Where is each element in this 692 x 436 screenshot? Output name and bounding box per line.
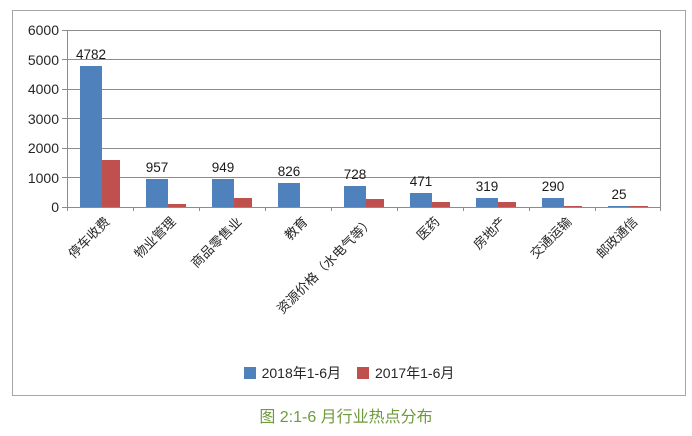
bar-value-label: 471 [409, 174, 433, 189]
category-label: 医药 [413, 214, 443, 244]
y-axis-tick [62, 177, 67, 178]
horizontal-gridline [67, 206, 661, 208]
x-axis-tick [265, 207, 266, 211]
bar-2018[interactable] [344, 186, 366, 207]
y-axis-tick-label: 6000 [27, 22, 59, 38]
bar-2017[interactable] [564, 206, 582, 207]
x-axis-tick [595, 207, 596, 211]
y-axis-tick-label: 4000 [27, 81, 59, 97]
category-label: 邮政通信 [593, 214, 641, 262]
category-label: 教育 [281, 214, 311, 244]
horizontal-gridline [67, 29, 661, 31]
bar-2018[interactable] [80, 66, 102, 207]
y-axis-line [67, 30, 68, 211]
bar-2018[interactable] [476, 198, 498, 207]
chart-frame: 0 1000 2000 3000 4000 5000 6000 4782 停车收费 957 物业管理… [12, 10, 686, 396]
x-axis-tick [331, 207, 332, 211]
y-axis-tick-label: 0 [51, 199, 59, 215]
y-axis-tick-label: 5000 [27, 51, 59, 68]
x-axis-tick [67, 207, 68, 211]
figure-caption: 图 2:1-6 月行业热点分布 [259, 409, 433, 426]
legend-item-2017[interactable]: 2017年1-6月 [357, 363, 454, 383]
legend-label: 2018年1-6月 [261, 365, 341, 381]
bar-2017[interactable] [168, 204, 186, 207]
bar-2018[interactable] [146, 179, 168, 207]
horizontal-gridline [67, 118, 661, 119]
y-axis-tick [62, 29, 67, 31]
bar-value-label: 826 [277, 164, 301, 179]
bar-2017[interactable] [102, 160, 120, 207]
horizontal-gridline [67, 88, 661, 90]
y-axis-tick-label: 1000 [27, 169, 59, 186]
y-axis-tick [62, 59, 67, 60]
plot-right-border [660, 30, 661, 211]
x-axis-tick [529, 207, 530, 211]
x-axis-tick [463, 207, 464, 211]
horizontal-gridline [67, 177, 661, 178]
plot-area: 0 1000 2000 3000 4000 5000 6000 4782 停车收费 957 物业管理… [28, 23, 661, 317]
bar-2017[interactable] [432, 202, 450, 207]
bar-2018[interactable] [278, 183, 300, 207]
bar-value-label: 290 [541, 179, 565, 194]
legend-swatch-icon [243, 367, 256, 379]
legend-item-2018[interactable]: 2018年1-6月 [243, 363, 341, 383]
x-axis-tick [397, 207, 398, 211]
category-label: 商品零售业 [188, 214, 245, 271]
bar-value-label: 319 [475, 179, 499, 194]
bar-value-label: 25 [611, 187, 627, 202]
bar-2017[interactable] [366, 199, 384, 207]
bar-value-label: 957 [145, 160, 169, 175]
y-axis-tick [62, 147, 67, 149]
category-label: 资源价格（水电气等） [274, 214, 377, 317]
bar-2017[interactable] [498, 202, 516, 207]
y-axis-tick [62, 88, 67, 90]
category-label: 物业管理 [131, 214, 179, 262]
legend: 2018年1-6月 2017年1-6月 [13, 363, 685, 383]
x-axis-tick [199, 207, 200, 211]
bar-value-label: 728 [343, 167, 367, 182]
y-axis-tick [62, 206, 67, 208]
category-label: 交通运输 [527, 214, 575, 262]
bar-2018[interactable] [608, 206, 630, 207]
y-axis-tick-label: 2000 [27, 140, 59, 156]
y-axis-tick-label: 3000 [27, 110, 59, 127]
horizontal-gridline [67, 147, 661, 149]
x-axis-tick [133, 207, 134, 211]
bar-2017[interactable] [630, 206, 648, 207]
x-axis-tick [660, 207, 661, 211]
legend-swatch-icon [357, 367, 369, 379]
bar-2018[interactable] [212, 179, 234, 207]
y-axis-tick [62, 118, 67, 119]
legend-label: 2017年1-6月 [375, 365, 455, 381]
bar-value-label: 4782 [75, 47, 107, 62]
category-label: 房地产 [470, 214, 509, 253]
bar-value-label: 949 [211, 160, 235, 175]
bar-2018[interactable] [410, 193, 432, 207]
horizontal-gridline [67, 59, 661, 60]
bar-2017[interactable] [234, 198, 252, 207]
bar-2018[interactable] [542, 198, 564, 207]
